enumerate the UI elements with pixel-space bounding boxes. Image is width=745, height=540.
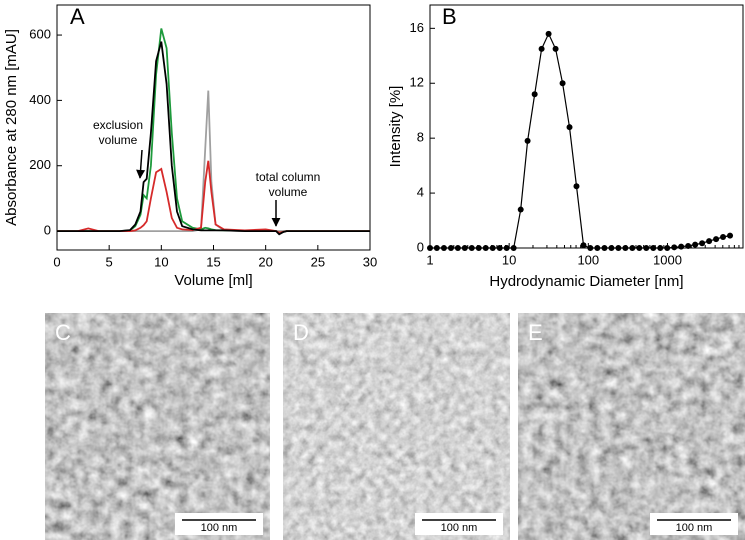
y-tick-label: 12: [410, 75, 424, 90]
data-point: [496, 245, 503, 251]
x-tick-label: 0: [53, 254, 60, 269]
data-point: [664, 245, 671, 251]
x-tick-label: 15: [206, 254, 220, 269]
annotation: volume: [269, 185, 308, 199]
data-point: [678, 243, 685, 250]
data-point: [608, 245, 615, 251]
x-tick-label: 100: [577, 252, 599, 267]
y-axis-label: Absorbance at 280 nm [mAU]: [3, 29, 20, 226]
data-point: [538, 45, 545, 52]
data-point: [559, 80, 566, 87]
data-point: [461, 245, 468, 251]
x-tick-label: 20: [258, 254, 272, 269]
data-point: [727, 232, 734, 239]
scale-bar-label: 100 nm: [441, 522, 478, 534]
data-point: [468, 245, 475, 251]
data-point: [482, 245, 489, 251]
data-point: [601, 245, 608, 251]
annotation-arrow: [136, 149, 146, 179]
data-point: [629, 245, 636, 251]
data-point: [657, 245, 664, 251]
data-line: [430, 32, 731, 249]
y-tick-label: 16: [410, 20, 424, 35]
data-point: [713, 236, 720, 243]
data-point: [615, 245, 622, 251]
micrograph: [518, 313, 745, 540]
y-axis-label: Intensity [%]: [387, 86, 404, 168]
data-point: [720, 234, 727, 241]
scale-bar-box: [415, 513, 503, 535]
annotation: exclusion: [93, 118, 143, 132]
data-point: [454, 245, 461, 251]
x-tick-label: 10: [502, 252, 516, 267]
data-point: [531, 91, 538, 98]
data-point: [650, 245, 657, 251]
x-axis-label: Volume [ml]: [174, 272, 252, 289]
y-tick-label: 8: [417, 130, 424, 145]
panel-label: E: [528, 320, 543, 345]
data-point: [636, 245, 643, 251]
x-tick-label: 25: [311, 254, 325, 269]
data-point: [433, 245, 440, 251]
micrograph: [45, 313, 270, 540]
data-point: [566, 124, 573, 131]
data-point: [706, 238, 713, 245]
data-point: [643, 245, 650, 251]
x-tick-label: 1: [426, 252, 433, 267]
data-point: [594, 245, 601, 251]
data-point: [671, 244, 678, 251]
micrograph-panels: [45, 313, 745, 540]
data-point: [573, 183, 580, 190]
scale-bar-label: 100 nm: [676, 522, 713, 534]
y-tick-label: 0: [417, 239, 424, 254]
scale-bar-label: 100 nm: [201, 522, 238, 534]
data-point: [503, 245, 510, 251]
x-tick-label: 10: [154, 254, 168, 269]
data-point: [545, 30, 552, 37]
data-point: [699, 240, 706, 247]
data-point: [685, 242, 692, 249]
x-tick-label: 30: [363, 254, 377, 269]
x-tick-label: 1000: [653, 252, 682, 267]
scale-bar-box: [650, 513, 738, 535]
data-point: [440, 245, 447, 251]
data-point: [692, 241, 699, 248]
x-tick-label: 5: [106, 254, 113, 269]
y-tick-label: 4: [417, 185, 424, 200]
data-point: [622, 245, 629, 251]
y-tick-label: 400: [29, 92, 51, 107]
annotation: volume: [99, 133, 138, 147]
data-point: [517, 206, 524, 213]
data-point: [524, 137, 531, 144]
annotation: total column: [256, 170, 321, 184]
y-tick-label: 200: [29, 157, 51, 172]
data-line: [57, 41, 370, 236]
data-point: [447, 245, 454, 251]
data-point: [489, 245, 496, 251]
data-point: [580, 242, 587, 249]
panel-label: C: [55, 320, 71, 345]
data-point: [510, 245, 517, 251]
data-point: [587, 245, 594, 251]
data-point: [427, 245, 433, 251]
plot-frame: [429, 4, 744, 249]
x-axis-label: Hydrodynamic Diameter [nm]: [489, 273, 683, 290]
y-tick-label: 0: [44, 222, 51, 237]
panel-label: D: [293, 320, 309, 345]
panel-label: B: [442, 4, 457, 29]
data-point: [552, 45, 559, 52]
data-point: [475, 245, 482, 251]
micrograph: [283, 313, 510, 540]
y-tick-label: 600: [29, 26, 51, 41]
scale-bar-box: [175, 513, 263, 535]
panel-label: A: [70, 4, 85, 29]
